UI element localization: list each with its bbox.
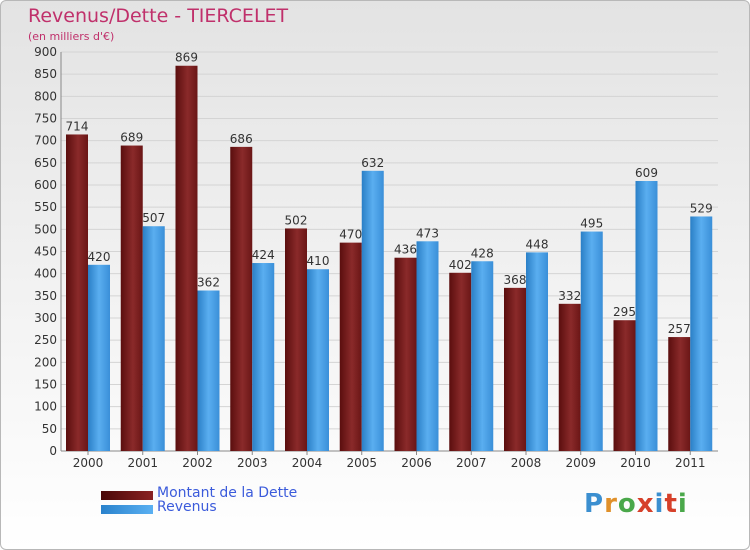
data-label-revenus: 495 — [580, 217, 603, 231]
bar-dette — [558, 303, 581, 451]
y-tick-label: 650 — [34, 156, 57, 170]
bar-revenus — [361, 170, 384, 451]
bar-revenus — [252, 263, 275, 451]
data-label-dette: 402 — [449, 258, 472, 272]
y-tick-label: 800 — [34, 89, 57, 103]
y-tick-label: 500 — [34, 222, 57, 236]
bar-dette — [668, 337, 691, 451]
data-label-dette: 470 — [339, 228, 362, 242]
data-label-dette: 869 — [175, 51, 198, 65]
data-label-revenus: 632 — [361, 156, 384, 170]
y-tick-label: 0 — [49, 444, 57, 458]
data-label-dette: 368 — [504, 273, 527, 287]
bar-dette — [175, 65, 198, 451]
data-label-revenus: 529 — [690, 201, 713, 215]
x-tick-label: 2009 — [565, 456, 596, 470]
bar-dette — [66, 134, 88, 451]
y-tick-label: 250 — [34, 333, 57, 347]
y-tick-label: 150 — [34, 378, 57, 392]
bar-dette — [339, 242, 362, 451]
y-tick-label: 850 — [34, 67, 57, 81]
data-label-revenus: 420 — [88, 250, 111, 264]
data-label-dette: 295 — [613, 305, 636, 319]
bar-dette — [394, 257, 417, 451]
data-label-revenus: 609 — [635, 166, 658, 180]
bar-dette — [504, 287, 526, 451]
proxiti-logo: Proxiti — [584, 489, 688, 519]
chart-title: Revenus/Dette - TIERCELET — [28, 5, 289, 27]
y-tick-label: 100 — [34, 400, 57, 414]
y-tick-label: 350 — [34, 289, 57, 303]
x-tick-label: 2002 — [182, 456, 213, 470]
bar-revenus — [471, 261, 494, 451]
data-label-revenus: 428 — [471, 246, 494, 260]
bar-revenus — [580, 231, 603, 451]
y-tick-label: 550 — [34, 200, 57, 214]
bar-revenus — [416, 241, 439, 451]
legend-label-dette: Montant de la Dette — [157, 485, 298, 501]
legend-swatch-dette — [101, 491, 153, 500]
data-label-revenus: 362 — [197, 276, 220, 290]
data-label-dette: 332 — [558, 289, 581, 303]
y-tick-label: 50 — [42, 422, 57, 436]
x-tick-label: 2004 — [292, 456, 323, 470]
y-tick-label: 300 — [34, 311, 57, 325]
bar-revenus — [142, 226, 165, 451]
bar-revenus — [690, 216, 713, 451]
x-tick-label: 2000 — [73, 456, 104, 470]
data-label-revenus: 448 — [526, 237, 549, 251]
bar-dette — [230, 146, 253, 451]
data-label-dette: 686 — [230, 132, 253, 146]
y-tick-label: 600 — [34, 178, 57, 192]
logo-letter: i — [677, 489, 688, 519]
bar-dette — [449, 272, 472, 451]
data-label-revenus: 507 — [142, 211, 165, 225]
logo-letter: o — [617, 489, 637, 519]
y-tick-label: 200 — [34, 355, 57, 369]
data-label-revenus: 410 — [307, 254, 330, 268]
legend-swatch-revenus — [101, 505, 153, 514]
data-label-dette: 714 — [66, 119, 89, 133]
data-label-revenus: 473 — [416, 226, 439, 240]
data-label-dette: 257 — [668, 322, 691, 336]
bar-revenus — [526, 252, 548, 451]
x-tick-label: 2001 — [127, 456, 158, 470]
bar-dette — [285, 228, 307, 451]
x-tick-label: 2007 — [456, 456, 487, 470]
y-tick-label: 750 — [34, 112, 57, 126]
x-tick-label: 2011 — [675, 456, 706, 470]
bar-revenus — [197, 290, 220, 451]
x-tick-label: 2010 — [620, 456, 651, 470]
logo-letter: x — [636, 489, 655, 519]
chart-subtitle: (en milliers d'€) — [28, 30, 115, 43]
x-tick-label: 2008 — [511, 456, 542, 470]
legend-label-revenus: Revenus — [157, 499, 217, 515]
bar-dette — [613, 320, 636, 451]
logo-letter: t — [664, 489, 678, 519]
bar-revenus — [635, 181, 658, 451]
x-tick-label: 2005 — [346, 456, 377, 470]
data-label-revenus: 424 — [252, 248, 275, 262]
y-tick-label: 400 — [34, 267, 57, 281]
bar-revenus — [88, 264, 110, 451]
x-tick-label: 2006 — [401, 456, 432, 470]
bar-dette — [120, 145, 143, 451]
y-tick-label: 700 — [34, 134, 57, 148]
bar-revenus — [307, 269, 329, 451]
logo-letter: i — [654, 489, 665, 519]
data-label-dette: 502 — [285, 213, 308, 227]
x-tick-label: 2003 — [237, 456, 268, 470]
logo-letter: P — [584, 489, 605, 519]
y-tick-label: 900 — [34, 45, 57, 59]
data-label-dette: 689 — [120, 131, 143, 145]
data-label-dette: 436 — [394, 243, 417, 257]
logo-letter: r — [604, 489, 618, 519]
y-tick-label: 450 — [34, 245, 57, 259]
